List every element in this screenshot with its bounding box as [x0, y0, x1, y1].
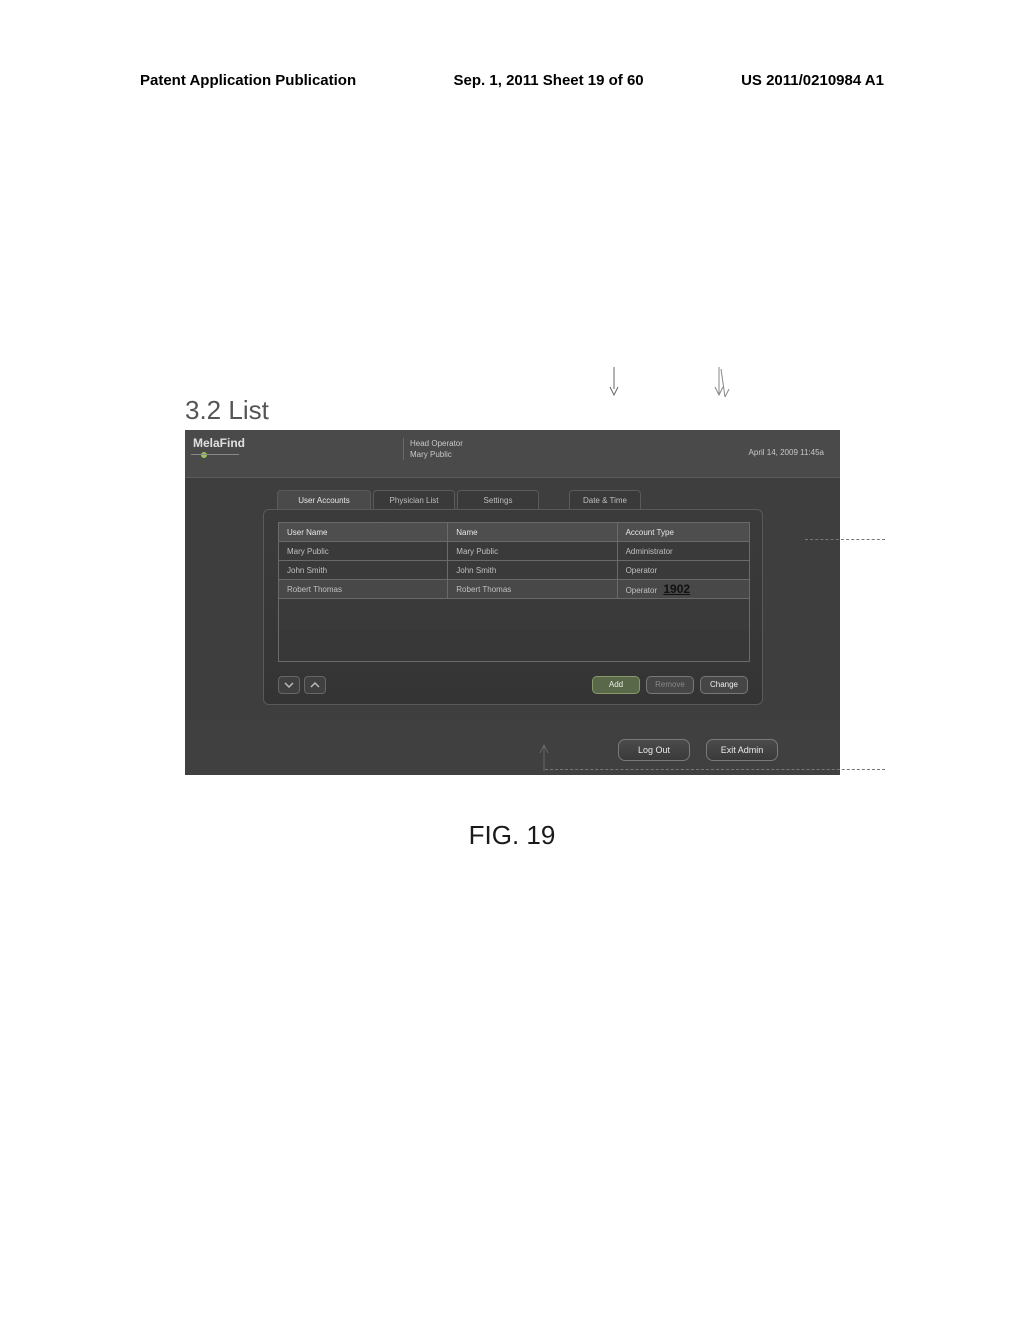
tab-user-accounts[interactable]: User Accounts	[277, 490, 371, 509]
tab-settings[interactable]: Settings	[457, 490, 539, 509]
cell-type: Administrator	[618, 542, 749, 560]
titlebar: MelaFind Head Operator Mary Public April…	[185, 430, 840, 478]
operator-role: Head Operator	[410, 438, 463, 449]
footer-buttons: Log Out Exit Admin	[618, 739, 778, 761]
reference-number: 1902	[663, 582, 690, 596]
table-header-row: User Name Name Account Type	[279, 523, 749, 542]
cell-name: Robert Thomas	[448, 580, 617, 598]
table-row[interactable]: Mary Public Mary Public Administrator	[279, 542, 749, 561]
annotation-arrow-bottom	[537, 743, 551, 771]
col-name[interactable]: Name	[448, 523, 617, 541]
action-buttons: Add Remove Change	[592, 676, 748, 694]
header-center: Sep. 1, 2011 Sheet 19 of 60	[454, 72, 644, 89]
table-row[interactable]: John Smith John Smith Operator	[279, 561, 749, 580]
operator-info: Head Operator Mary Public	[403, 438, 463, 460]
cell-type-text: Operator	[626, 586, 658, 595]
change-button[interactable]: Change	[700, 676, 748, 694]
header-right: US 2011/0210984 A1	[741, 72, 884, 89]
brand-label: MelaFind	[193, 436, 245, 450]
header-left: Patent Application Publication	[140, 72, 356, 89]
brand-underline	[191, 454, 239, 455]
user-table: User Name Name Account Type Mary Public …	[278, 522, 750, 662]
tabs-row: User Accounts Physician List Settings Da…	[277, 490, 643, 509]
table-row[interactable]: Robert Thomas Robert Thomas Operator 190…	[279, 580, 749, 599]
panel-button-row: Add Remove Change	[278, 676, 748, 694]
cell-user: Robert Thomas	[279, 580, 448, 598]
remove-button[interactable]: Remove	[646, 676, 694, 694]
exit-admin-button[interactable]: Exit Admin	[706, 739, 778, 761]
sort-asc-button[interactable]	[304, 676, 326, 694]
col-account-type[interactable]: Account Type	[618, 523, 749, 541]
tab-date-time[interactable]: Date & Time	[569, 490, 641, 509]
annotation-arrow-top-2	[713, 367, 733, 397]
logout-button[interactable]: Log Out	[618, 739, 690, 761]
annotation-lead-bottom	[545, 769, 885, 770]
content-panel: User Name Name Account Type Mary Public …	[263, 509, 763, 705]
figure-title: 3.2 List	[185, 395, 840, 426]
chevron-up-icon	[310, 680, 320, 690]
add-button[interactable]: Add	[592, 676, 640, 694]
col-user-name[interactable]: User Name	[279, 523, 448, 541]
cell-user: John Smith	[279, 561, 448, 579]
brand-dot-icon	[201, 452, 207, 458]
sort-desc-button[interactable]	[278, 676, 300, 694]
cell-name: John Smith	[448, 561, 617, 579]
empty-rows	[279, 599, 749, 661]
chevron-down-icon	[284, 680, 294, 690]
figure-area: 3.2 List MelaFind Head Operator Mary Pub…	[185, 395, 840, 775]
figure-caption: FIG. 19	[0, 820, 1024, 851]
cell-name: Mary Public	[448, 542, 617, 560]
datetime-label: April 14, 2009 11:45a	[749, 448, 824, 457]
app-window: MelaFind Head Operator Mary Public April…	[185, 430, 840, 775]
cell-type: Operator	[618, 561, 749, 579]
operator-name: Mary Public	[410, 449, 463, 460]
annotation-lead-right	[805, 539, 885, 540]
cell-type: Operator 1902	[618, 580, 749, 598]
annotation-arrow-top-1	[608, 367, 620, 397]
patent-header: Patent Application Publication Sep. 1, 2…	[0, 72, 1024, 89]
cell-user: Mary Public	[279, 542, 448, 560]
tab-physician-list[interactable]: Physician List	[373, 490, 455, 509]
